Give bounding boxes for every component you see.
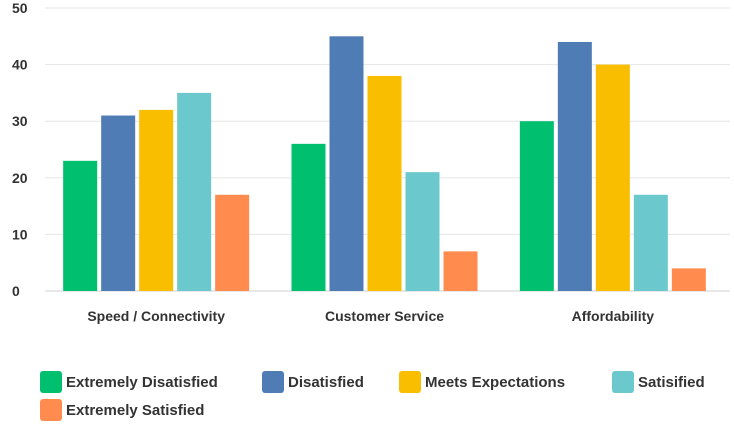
y-tick-label: 20 bbox=[12, 170, 28, 186]
legend-label: Extremely Disatisfied bbox=[66, 374, 218, 391]
bar-extremely-satisfied-2 bbox=[671, 268, 706, 291]
bar-extremely-satisfied-1 bbox=[443, 251, 478, 291]
x-category-label: Affordability bbox=[572, 308, 655, 324]
legend-swatch bbox=[40, 399, 62, 421]
legend-swatch bbox=[40, 371, 62, 393]
legend-label: Extremely Satisfied bbox=[66, 402, 204, 419]
legend-swatch bbox=[262, 371, 284, 393]
bar-satisified-0 bbox=[177, 92, 212, 292]
x-category-label: Customer Service bbox=[325, 308, 444, 324]
legend-item: Extremely Disatisfied bbox=[40, 371, 218, 393]
y-tick-label: 30 bbox=[12, 113, 28, 129]
y-tick-label: 10 bbox=[12, 226, 28, 242]
bars bbox=[63, 36, 706, 292]
legend-swatch bbox=[399, 371, 421, 393]
bar-disatisfied-2 bbox=[557, 41, 592, 292]
y-tick-label: 50 bbox=[12, 0, 28, 16]
legend-item: Disatisfied bbox=[262, 371, 364, 393]
bar-disatisfied-1 bbox=[329, 36, 364, 291]
legend-label: Meets Expectations bbox=[425, 374, 565, 391]
y-axis: 0 10 20 30 40 50 bbox=[12, 0, 28, 299]
legend-item: Satisified bbox=[612, 371, 705, 393]
bar-meets-expectations-0 bbox=[139, 109, 174, 291]
bar-meets-expectations-2 bbox=[595, 64, 630, 291]
y-tick-label: 40 bbox=[12, 57, 28, 73]
bar-meets-expectations-1 bbox=[367, 75, 402, 291]
legend-item: Extremely Satisfied bbox=[40, 399, 204, 421]
legend-label: Disatisfied bbox=[288, 374, 364, 391]
legend: Extremely Disatisfied Disatisfied Meets Ex… bbox=[40, 371, 705, 421]
legend-item: Meets Expectations bbox=[399, 371, 565, 393]
x-category-label: Speed / Connectivity bbox=[87, 308, 225, 324]
bar-satisified-2 bbox=[633, 194, 668, 291]
bar-extremely-disatisfied-2 bbox=[519, 121, 554, 291]
bar-extremely-disatisfied-0 bbox=[63, 160, 98, 291]
bar-extremely-disatisfied-1 bbox=[291, 143, 326, 291]
bar-disatisfied-0 bbox=[101, 115, 136, 291]
bar-satisified-1 bbox=[405, 172, 440, 291]
bar-extremely-satisfied-0 bbox=[215, 194, 250, 291]
y-tick-label: 0 bbox=[12, 283, 20, 299]
legend-label: Satisified bbox=[638, 374, 705, 391]
x-axis-category-labels: Speed / Connectivity Customer Service Affo… bbox=[87, 308, 654, 324]
legend-swatch bbox=[612, 371, 634, 393]
